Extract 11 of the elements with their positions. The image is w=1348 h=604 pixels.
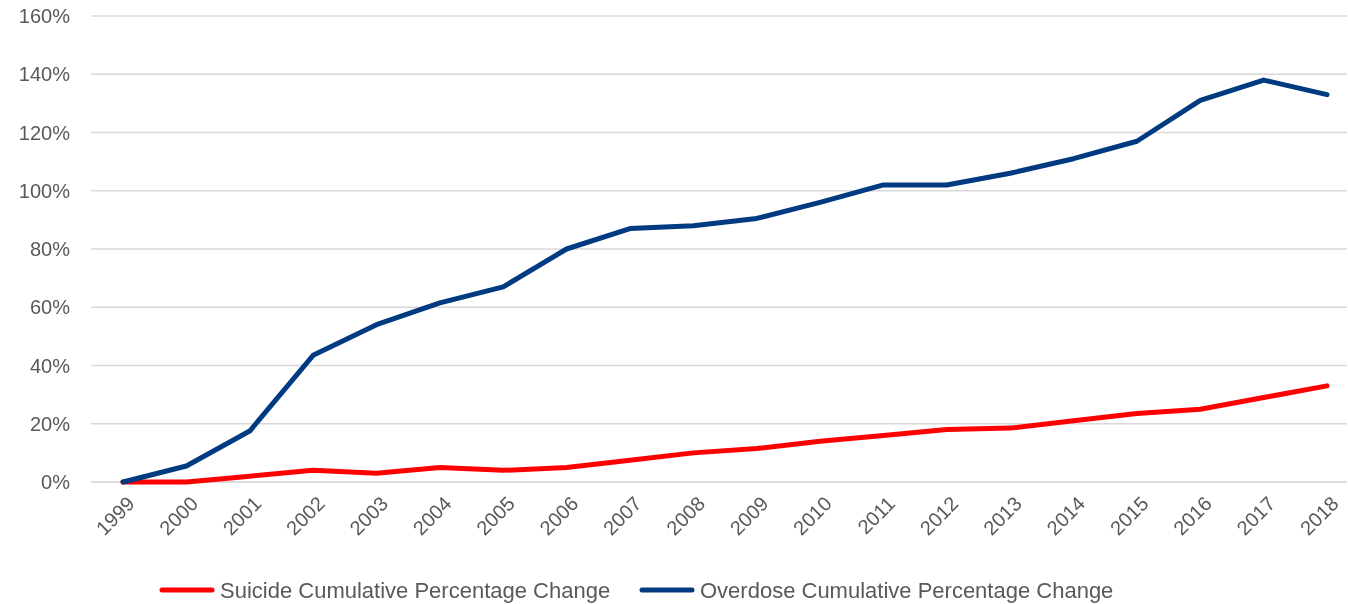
y-tick-label: 80% xyxy=(29,238,71,260)
y-tick-label: 0% xyxy=(41,471,71,493)
y-tick-label: 140% xyxy=(18,63,71,86)
y-tick-label: 20% xyxy=(29,412,71,435)
y-tick-label: 100% xyxy=(18,179,71,202)
legend-label: Overdose Cumulative Percentage Change xyxy=(700,577,1114,603)
y-tick-label: 60% xyxy=(29,296,71,319)
y-tick-label: 160% xyxy=(18,5,71,27)
y-tick-label: 120% xyxy=(18,121,71,144)
legend-label: Suicide Cumulative Percentage Change xyxy=(220,577,611,603)
y-tick-label: 40% xyxy=(29,354,71,377)
